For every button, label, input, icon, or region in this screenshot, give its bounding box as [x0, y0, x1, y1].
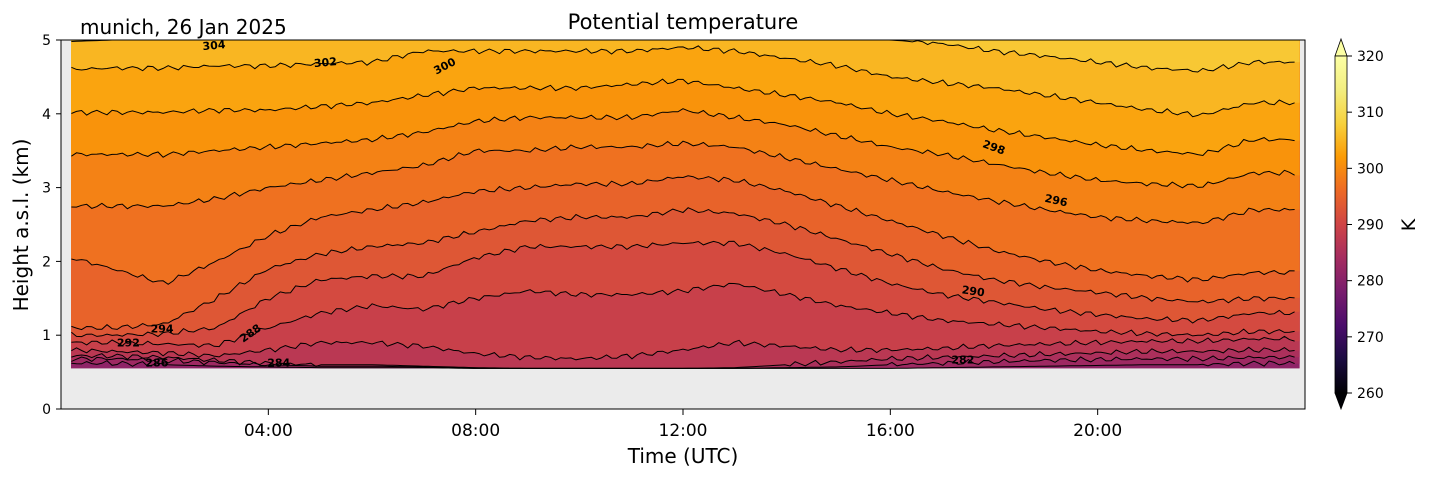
y-tick-label: 2: [42, 254, 51, 270]
x-axis-ticks: 04:00 08:00 12:00 16:00 20:00: [244, 409, 1122, 441]
contour-line-306: [71, 40, 1295, 73]
y-tick-label: 0: [42, 402, 51, 418]
contour-line-294: [71, 207, 1295, 331]
colorbar: 260 270 280 290 300 310 320 K: [1334, 37, 1420, 411]
y-tick-label: 3: [42, 181, 51, 197]
temperature-field: [71, 40, 1300, 369]
y-axis-ticks: 0 1 2 3 4 5: [42, 33, 61, 418]
contour-line-302: [71, 78, 1295, 157]
contour-lines: [71, 40, 1295, 369]
contour-label-284: 284: [267, 357, 290, 370]
y-tick-label: 1: [42, 328, 51, 344]
colorbar-extend-max: [1334, 37, 1348, 57]
colorbar-tick-label: 290: [1357, 218, 1384, 234]
chart-title: Potential temperature: [568, 10, 799, 34]
y-tick-label: 5: [42, 33, 51, 49]
contour-line-290: [71, 282, 1295, 348]
contour-line-292: [71, 240, 1295, 338]
contour-label-292: 292: [117, 337, 140, 350]
colorbar-extend-min: [1334, 392, 1348, 411]
colorbar-tick-label: 280: [1357, 274, 1384, 290]
contour-line-296: [71, 175, 1295, 285]
colorbar-gradient: [1334, 55, 1348, 394]
y-tick-label: 4: [42, 107, 51, 123]
x-axis-label: Time (UTC): [627, 444, 739, 468]
colorbar-tick-label: 260: [1357, 386, 1384, 402]
contour-label-290: 290: [961, 283, 986, 299]
contour-line-288: [71, 335, 1295, 361]
x-tick-label: 08:00: [451, 421, 500, 441]
contour-line-298: [71, 140, 1295, 225]
contour-line-304: [71, 45, 1295, 118]
x-tick-label: 16:00: [866, 421, 915, 441]
contour-label-286: 286: [145, 357, 168, 370]
contour-label-296: 296: [1044, 192, 1070, 210]
colorbar-tick-label: 320: [1357, 49, 1384, 65]
colorbar-tick-label: 310: [1357, 105, 1384, 121]
contour-line-300: [71, 108, 1295, 189]
colorbar-tick-label: 300: [1357, 161, 1384, 177]
x-tick-label: 12:00: [659, 421, 708, 441]
contour-label-294: 294: [151, 323, 174, 336]
colorbar-label: K: [1398, 218, 1420, 231]
contour-line-286: [71, 346, 1295, 369]
y-axis-label: Height a.s.l. (km): [9, 139, 33, 312]
chart-subtitle: munich, 26 Jan 2025: [80, 15, 287, 39]
band-above-306: [71, 40, 1300, 72]
contour-label-302: 302: [313, 55, 337, 70]
contour-label-304: 304: [202, 38, 226, 53]
contour-label-282: 282: [951, 354, 974, 367]
x-tick-label: 04:00: [244, 421, 293, 441]
colorbar-ticks: 260 270 280 290 300 310 320: [1347, 49, 1384, 402]
x-tick-label: 20:00: [1073, 421, 1122, 441]
colorbar-tick-label: 270: [1357, 330, 1384, 346]
